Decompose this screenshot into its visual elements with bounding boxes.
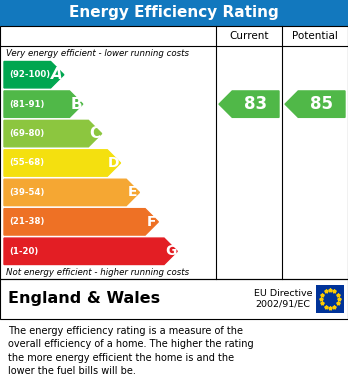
Bar: [0, 279, 348, 319]
Text: 83: 83: [244, 95, 267, 113]
Text: Potential: Potential: [292, 31, 338, 41]
Text: (81-91): (81-91): [9, 100, 45, 109]
Text: (1-20): (1-20): [9, 247, 38, 256]
Text: England & Wales: England & Wales: [8, 292, 160, 307]
Text: D: D: [108, 156, 120, 170]
Polygon shape: [4, 179, 140, 206]
Text: Not energy efficient - higher running costs: Not energy efficient - higher running co…: [6, 268, 189, 277]
Text: C: C: [89, 126, 101, 141]
Text: (69-80): (69-80): [9, 129, 44, 138]
Text: (92-100): (92-100): [9, 70, 50, 79]
Polygon shape: [4, 61, 64, 88]
Bar: [0, 0, 348, 26]
Polygon shape: [4, 91, 83, 117]
Text: The energy efficiency rating is a measure of the
overall efficiency of a home. T: The energy efficiency rating is a measur…: [8, 326, 254, 376]
Polygon shape: [4, 238, 177, 264]
Text: Very energy efficient - lower running costs: Very energy efficient - lower running co…: [6, 48, 189, 57]
Bar: [0, 279, 348, 319]
Text: (55-68): (55-68): [9, 158, 44, 167]
Text: Current: Current: [229, 31, 269, 41]
Text: (21-38): (21-38): [9, 217, 45, 226]
Text: 85: 85: [310, 95, 333, 113]
Text: F: F: [147, 215, 157, 229]
Text: E: E: [128, 185, 137, 199]
Text: G: G: [165, 244, 176, 258]
Polygon shape: [219, 91, 279, 117]
Text: B: B: [70, 97, 82, 112]
Polygon shape: [4, 209, 158, 235]
Text: Energy Efficiency Rating: Energy Efficiency Rating: [69, 5, 279, 20]
Text: A: A: [52, 67, 63, 82]
Polygon shape: [4, 120, 102, 147]
Polygon shape: [4, 150, 120, 176]
Text: EU Directive
2002/91/EC: EU Directive 2002/91/EC: [253, 289, 312, 309]
Text: (39-54): (39-54): [9, 188, 45, 197]
Polygon shape: [285, 91, 345, 117]
Bar: [0, 26, 348, 279]
Bar: [316, 285, 344, 313]
